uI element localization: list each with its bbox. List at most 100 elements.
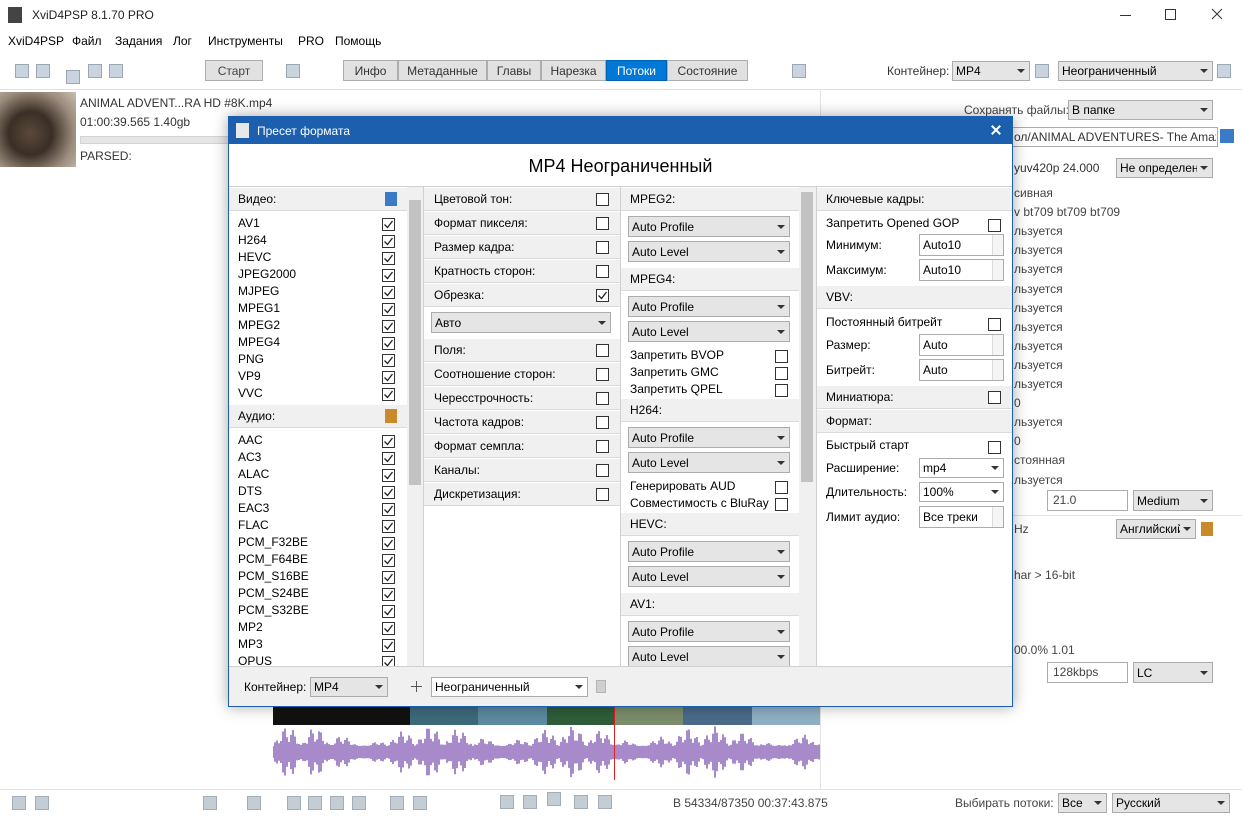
checkbox[interactable]	[596, 265, 609, 278]
checkbox[interactable]	[596, 392, 609, 405]
spin-box[interactable]	[919, 506, 1004, 528]
scroll-thumb[interactable]	[409, 200, 421, 485]
toolbar-icon[interactable]	[88, 64, 102, 78]
info-line: стоянная	[1014, 453, 1065, 468]
filter-label: Цветовой тон:	[434, 192, 513, 206]
info-line: льзуется	[1014, 472, 1063, 487]
add-button[interactable]	[416, 681, 417, 692]
filter-option[interactable]	[431, 312, 611, 333]
video-mode[interactable]	[1116, 158, 1213, 178]
language-select[interactable]	[1112, 793, 1230, 813]
status-icon[interactable]	[500, 795, 514, 809]
checkbox[interactable]	[596, 368, 609, 381]
option-label: Лимит аудио:	[826, 510, 901, 524]
ext-select[interactable]	[919, 458, 1004, 478]
status-icon[interactable]	[523, 795, 537, 809]
profile-select[interactable]	[1133, 662, 1213, 683]
menu-item[interactable]: PRO	[298, 34, 325, 48]
language-select[interactable]	[1116, 519, 1196, 539]
section-title: Формат:	[826, 414, 872, 428]
checkbox[interactable]	[596, 241, 609, 254]
menu-item[interactable]: XviD4PSP	[8, 34, 65, 48]
column-divider	[816, 187, 817, 666]
checkbox[interactable]	[596, 289, 609, 302]
delete-icon[interactable]	[596, 680, 606, 693]
filter-label: Поля:	[434, 343, 466, 357]
spin-box[interactable]	[919, 334, 1004, 356]
container-select[interactable]	[952, 61, 1030, 81]
info-line: льзуется	[1014, 300, 1063, 315]
preset-select[interactable]	[1058, 61, 1213, 81]
maximize-button[interactable]	[1165, 9, 1176, 20]
checkbox[interactable]	[596, 217, 609, 230]
streams-select[interactable]	[1058, 793, 1107, 813]
start-button[interactable]	[205, 60, 263, 81]
duration-select[interactable]	[919, 482, 1004, 502]
toolbar-icon[interactable]	[109, 64, 123, 78]
checkbox[interactable]	[988, 441, 1001, 454]
status-icon[interactable]	[203, 796, 217, 810]
checkbox[interactable]	[596, 488, 609, 501]
status-icon[interactable]	[413, 796, 427, 810]
tab[interactable]	[487, 60, 541, 81]
status-icon[interactable]	[247, 796, 261, 810]
status-icon[interactable]	[12, 796, 26, 810]
status-icon[interactable]	[547, 792, 561, 806]
filter-label: Чересстрочность:	[434, 391, 534, 405]
spin-buttons	[992, 360, 1003, 380]
window-controls	[8, 7, 1223, 23]
checkbox[interactable]	[596, 464, 609, 477]
status-icon[interactable]	[352, 796, 366, 810]
preset-select[interactable]	[431, 677, 588, 697]
checkbox[interactable]	[988, 219, 1001, 232]
speed-select[interactable]	[1133, 490, 1213, 511]
toolbar-icon[interactable]	[1217, 64, 1231, 78]
menu-item[interactable]: Задания	[115, 34, 163, 48]
spin-box[interactable]	[919, 259, 1004, 281]
menu-item[interactable]: Лог	[173, 34, 192, 48]
menu-item[interactable]: Файл	[72, 34, 102, 48]
status-icon[interactable]	[330, 796, 344, 810]
tab[interactable]	[398, 60, 487, 81]
tab[interactable]	[343, 60, 398, 81]
spin-box[interactable]	[919, 359, 1004, 381]
status-icon[interactable]	[598, 795, 612, 809]
scroll-thumb[interactable]	[801, 192, 813, 482]
status-icon[interactable]	[287, 796, 301, 810]
checkbox[interactable]	[596, 193, 609, 206]
status-icon[interactable]	[308, 796, 322, 810]
checkbox[interactable]	[596, 416, 609, 429]
menu-item[interactable]: Инструменты	[208, 34, 283, 48]
toolbar-icon[interactable]	[15, 64, 29, 78]
close-button[interactable]	[1211, 8, 1223, 20]
streams-select-value: Все	[1062, 796, 1083, 810]
section-header	[817, 385, 1012, 409]
dialog-title: Пресет формата	[257, 124, 350, 138]
toolbar-icon[interactable]	[36, 64, 50, 78]
film-frame	[546, 707, 615, 725]
tab[interactable]	[606, 60, 667, 81]
toolbar-icon[interactable]	[66, 70, 80, 84]
toolbar-icon[interactable]	[1035, 64, 1049, 78]
status-icon[interactable]	[390, 796, 404, 810]
save-icon[interactable]	[1220, 129, 1234, 143]
tab[interactable]	[667, 60, 748, 81]
audio-icon[interactable]	[1201, 522, 1213, 536]
checkbox[interactable]	[988, 391, 1001, 404]
status-icon[interactable]	[35, 796, 49, 810]
toolbar-icon[interactable]	[792, 64, 806, 78]
checkbox[interactable]	[596, 344, 609, 357]
status-icon[interactable]	[574, 795, 588, 809]
save-select[interactable]	[1068, 100, 1213, 120]
toolbar-icon[interactable]	[286, 64, 300, 78]
video-format: yuv420p 24.000	[1014, 161, 1100, 175]
tab[interactable]	[541, 60, 606, 81]
tab-label: Состояние	[677, 64, 738, 78]
checkbox[interactable]	[988, 318, 1001, 331]
dropdown-arrow	[1200, 670, 1208, 675]
menu-item[interactable]: Помощь	[335, 34, 382, 48]
container-select[interactable]	[310, 677, 388, 697]
spin-box[interactable]	[919, 234, 1004, 256]
checkbox[interactable]	[596, 440, 609, 453]
filter-label: Соотношение сторон:	[434, 367, 556, 381]
